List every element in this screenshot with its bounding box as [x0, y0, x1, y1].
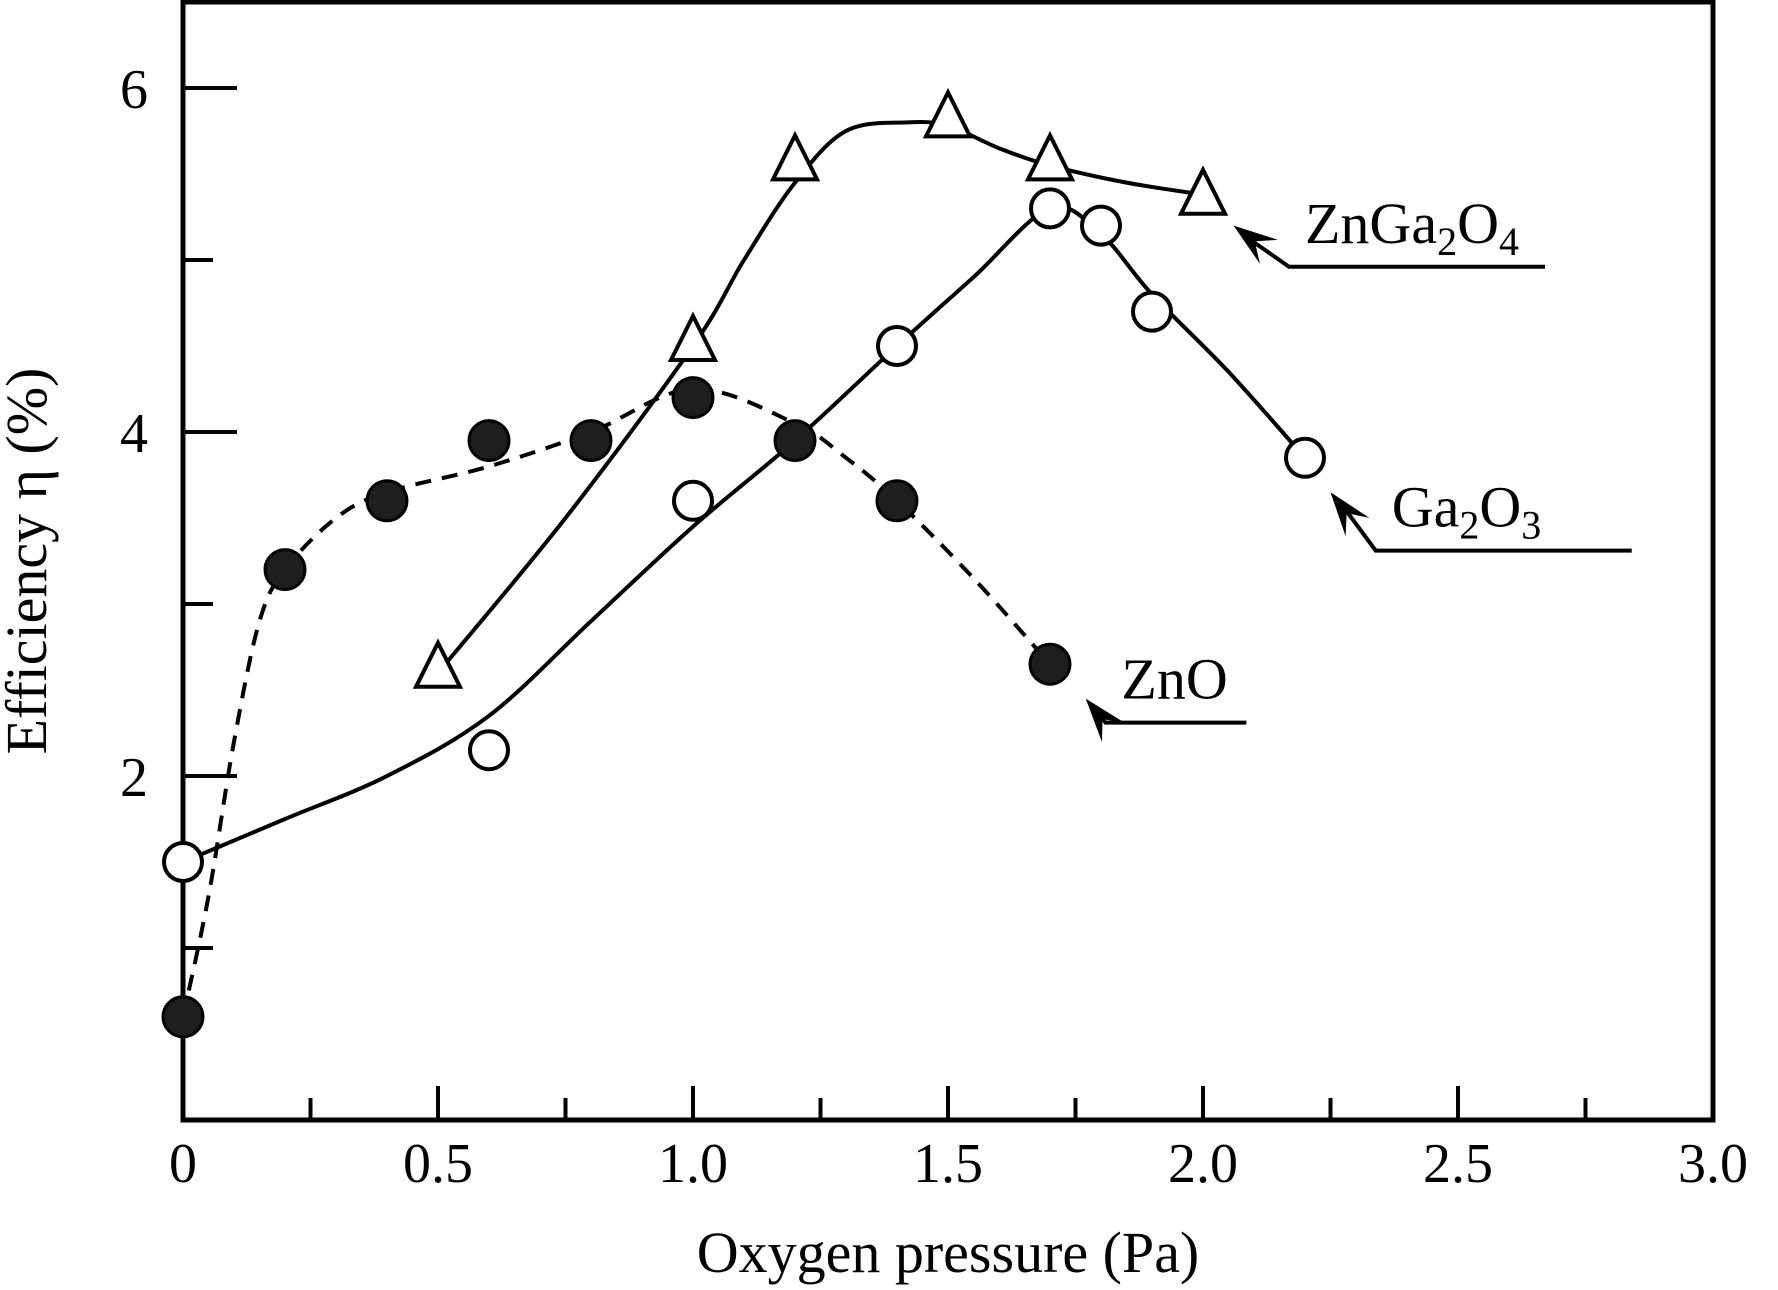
data-point-zno — [161, 995, 205, 1039]
annotation-arrowhead-znga2o4 — [1233, 225, 1278, 264]
x-tick-label: 2.5 — [1423, 1133, 1493, 1195]
y-tick-label: 4 — [120, 403, 148, 465]
series-label-part: 2 — [1437, 219, 1457, 264]
annotation-arrowhead-ga2o3 — [1330, 492, 1370, 537]
series-label-part: Ga — [1392, 475, 1460, 540]
x-tick-label: 0.5 — [403, 1133, 473, 1195]
data-point-znga2o4 — [667, 311, 719, 362]
data-point-znga2o4 — [1177, 165, 1229, 216]
x-tick-label: 1.5 — [913, 1133, 983, 1195]
series-line-znga2o4 — [436, 119, 1204, 675]
series-label-part: O — [1479, 475, 1521, 540]
series-label-znga2o4: ZnGa2O4 — [1305, 191, 1519, 264]
data-point-zno — [263, 548, 307, 592]
x-tick-label: 3.0 — [1678, 1133, 1748, 1195]
series-label-part: 2 — [1459, 503, 1479, 548]
series-line-ga2o3 — [182, 204, 1307, 864]
data-point-ga2o3 — [1080, 204, 1122, 247]
data-point-zno — [773, 419, 817, 463]
x-tick-label: 2.0 — [1168, 1133, 1238, 1195]
series-label-part: 3 — [1521, 503, 1541, 548]
data-point-ga2o3 — [1284, 436, 1326, 479]
plot-frame — [180, 0, 1716, 1123]
data-point-znga2o4 — [412, 638, 464, 689]
data-point-zno — [569, 419, 613, 463]
x-tick-label: 1.0 — [658, 1133, 728, 1195]
y-tick-label: 2 — [120, 747, 148, 809]
series-markers — [161, 87, 1326, 1039]
series-label-part: 4 — [1499, 219, 1519, 264]
series-label-part: O — [1457, 191, 1499, 256]
data-point-ga2o3 — [876, 325, 918, 367]
y-axis-title: Efficiency η (%) — [0, 368, 59, 755]
data-point-ga2o3 — [672, 479, 714, 522]
series-label-part: ZnO — [1121, 647, 1227, 712]
data-point-ga2o3 — [162, 841, 204, 883]
y-tick-label: 6 — [120, 59, 148, 121]
annotation-arrowhead-zno — [1085, 698, 1126, 743]
data-point-znga2o4 — [922, 87, 974, 139]
annotation-ga2o3: Ga2O3 — [1330, 475, 1632, 553]
annotation-leader-znga2o4 — [1240, 231, 1545, 269]
data-point-ga2o3 — [1029, 187, 1071, 230]
annotation-leader-ga2o3 — [1336, 499, 1632, 553]
data-point-znga2o4 — [769, 130, 821, 182]
series-line-zno — [181, 386, 1052, 1018]
annotation-znga2o4: ZnGa2O4 — [1233, 191, 1545, 269]
series-curves — [181, 119, 1307, 1018]
data-point-znga2o4 — [1024, 130, 1076, 182]
data-point-zno — [365, 479, 409, 523]
data-point-zno — [875, 479, 919, 523]
data-point-zno — [467, 419, 511, 463]
data-point-ga2o3 — [468, 729, 510, 772]
series-label-part: ZnGa — [1305, 191, 1437, 256]
annotation-zno: ZnO — [1085, 647, 1247, 743]
data-point-ga2o3 — [1131, 290, 1173, 333]
series-label-zno: ZnO — [1121, 647, 1227, 712]
data-point-zno — [1028, 642, 1072, 686]
series-label-ga2o3: Ga2O3 — [1392, 475, 1542, 548]
x-tick-label: 0 — [169, 1133, 197, 1195]
x-axis-title: Oxygen pressure (Pa) — [697, 1220, 1200, 1285]
data-point-zno — [671, 376, 715, 420]
